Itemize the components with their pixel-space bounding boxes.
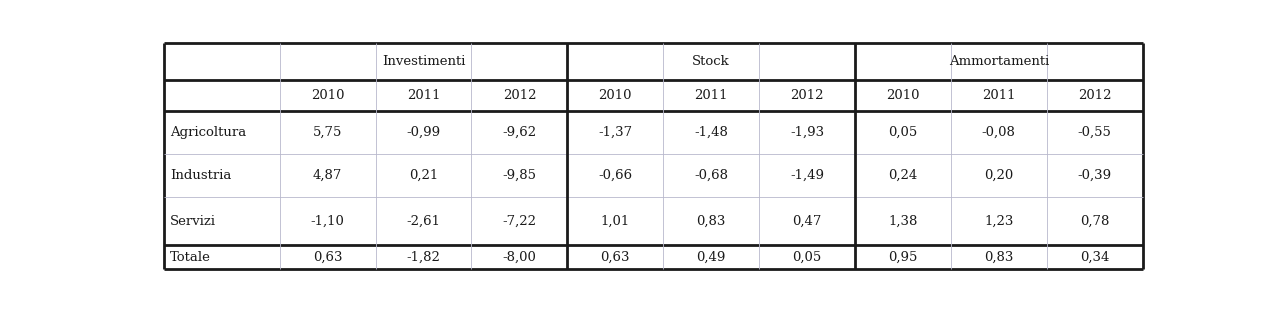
Text: -1,49: -1,49 [790, 169, 824, 182]
Text: Investimenti: Investimenti [382, 55, 465, 68]
Text: -9,62: -9,62 [502, 126, 537, 139]
Text: 4,87: 4,87 [312, 169, 343, 182]
Text: 0,49: 0,49 [696, 251, 725, 264]
Text: 2011: 2011 [982, 89, 1015, 102]
Text: -8,00: -8,00 [502, 251, 537, 264]
Text: 0,63: 0,63 [601, 251, 630, 264]
Text: -1,37: -1,37 [598, 126, 632, 139]
Text: 0,95: 0,95 [889, 251, 918, 264]
Text: 0,21: 0,21 [409, 169, 439, 182]
Text: 2012: 2012 [1077, 89, 1112, 102]
Text: 5,75: 5,75 [312, 126, 343, 139]
Text: -9,85: -9,85 [502, 169, 537, 182]
Text: 2010: 2010 [598, 89, 632, 102]
Text: -1,93: -1,93 [790, 126, 824, 139]
Text: Stock: Stock [692, 55, 731, 68]
Text: 0,83: 0,83 [984, 251, 1014, 264]
Text: -1,48: -1,48 [694, 126, 728, 139]
Text: 0,24: 0,24 [889, 169, 918, 182]
Text: 1,23: 1,23 [984, 214, 1014, 227]
Text: -1,82: -1,82 [407, 251, 440, 264]
Text: 0,05: 0,05 [889, 126, 918, 139]
Text: 0,34: 0,34 [1080, 251, 1109, 264]
Text: -0,39: -0,39 [1077, 169, 1112, 182]
Text: Servizi: Servizi [171, 214, 217, 227]
Text: -0,66: -0,66 [598, 169, 632, 182]
Text: 0,78: 0,78 [1080, 214, 1109, 227]
Text: 2011: 2011 [407, 89, 440, 102]
Text: 1,38: 1,38 [889, 214, 918, 227]
Text: -0,55: -0,55 [1077, 126, 1112, 139]
Text: -0,99: -0,99 [407, 126, 441, 139]
Text: Industria: Industria [171, 169, 232, 182]
Text: 2012: 2012 [502, 89, 537, 102]
Text: 2010: 2010 [886, 89, 919, 102]
Text: -7,22: -7,22 [502, 214, 537, 227]
Text: -1,10: -1,10 [311, 214, 344, 227]
Text: 0,63: 0,63 [312, 251, 343, 264]
Text: Totale: Totale [171, 251, 212, 264]
Text: Agricoltura: Agricoltura [171, 126, 246, 139]
Text: -0,68: -0,68 [694, 169, 728, 182]
Text: 0,05: 0,05 [792, 251, 821, 264]
Text: 0,83: 0,83 [696, 214, 725, 227]
Text: 1,01: 1,01 [601, 214, 630, 227]
Text: 2010: 2010 [311, 89, 344, 102]
Text: 0,20: 0,20 [984, 169, 1014, 182]
Text: 2012: 2012 [790, 89, 824, 102]
Text: -2,61: -2,61 [407, 214, 441, 227]
Text: -0,08: -0,08 [982, 126, 1016, 139]
Text: Ammortamenti: Ammortamenti [949, 55, 1049, 68]
Text: 2011: 2011 [695, 89, 728, 102]
Text: 0,47: 0,47 [792, 214, 821, 227]
